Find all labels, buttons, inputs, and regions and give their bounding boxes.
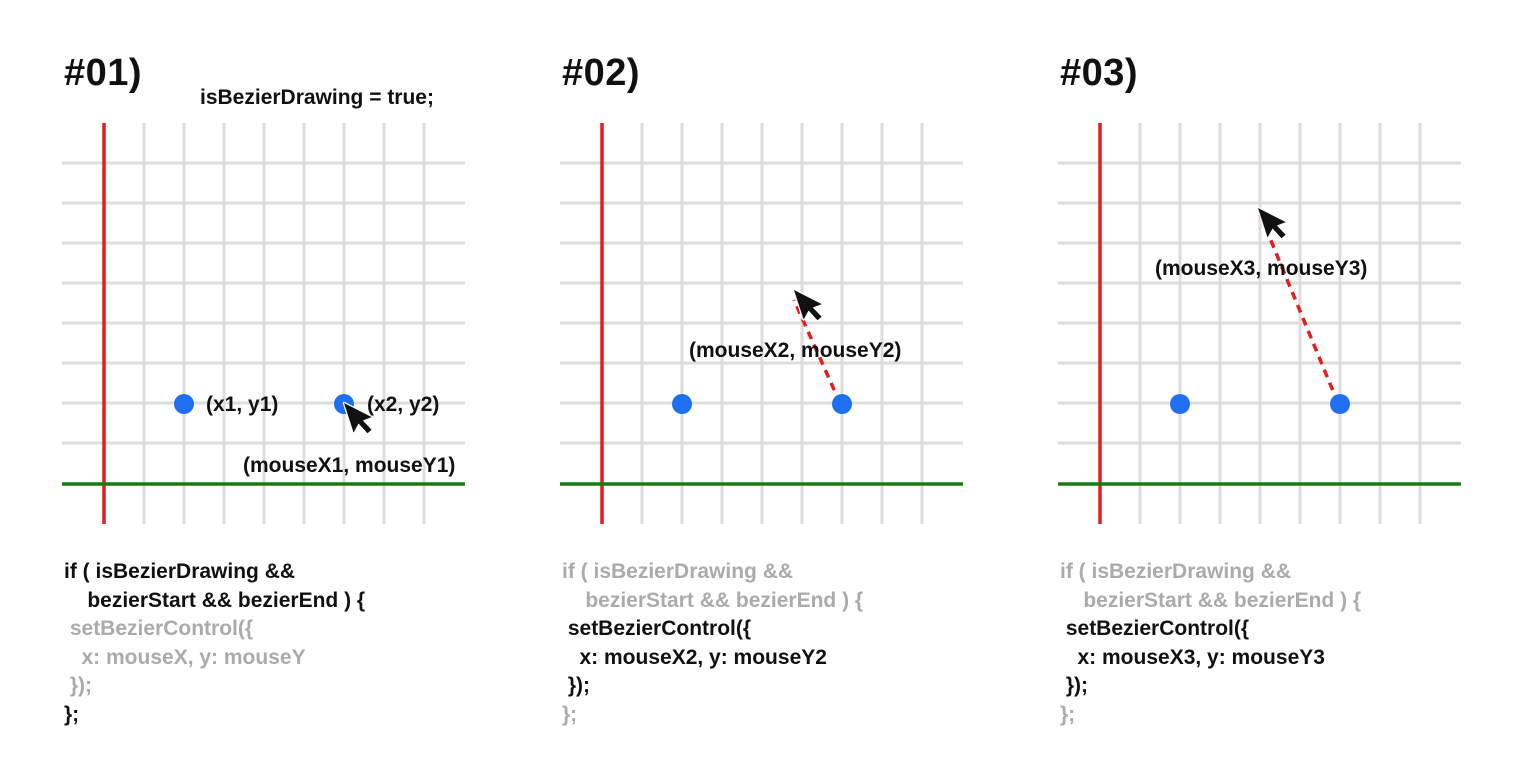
mouse-position-label: (mouseX1, mouseY1): [243, 454, 456, 477]
control-guide-line: [1258, 213, 1340, 404]
code-line: if ( isBezierDrawing &&: [562, 560, 794, 583]
code-line: bezierStart && bezierEnd ) {: [1060, 588, 1362, 612]
code-line: setBezierControl({: [64, 617, 254, 640]
step-panel-2: #02) (mouseX2, mouseY2) if ( isBezierDra…: [558, 0, 978, 774]
code-line: x: mouseX3, y: mouseY3: [1060, 645, 1325, 669]
code-line: if ( isBezierDrawing &&: [1060, 560, 1292, 583]
code-line: };: [562, 702, 578, 726]
end-point-label: (x2, y2): [367, 393, 440, 416]
mouse-position-label: (mouseX3, mouseY3): [1155, 257, 1368, 280]
code-line: setBezierControl({: [562, 617, 752, 640]
start-point-label: (x1, y1): [206, 393, 279, 416]
step-title: #01): [64, 52, 143, 94]
code-line: bezierStart && bezierEnd ) {: [64, 588, 366, 612]
code-line: });: [64, 674, 92, 697]
code-line: x: mouseX, y: mouseY: [64, 645, 306, 669]
step-title: #03): [1060, 52, 1139, 94]
code-snippet: if ( isBezierDrawing && bezierStart && b…: [64, 558, 365, 729]
grid-canvas: [62, 123, 465, 524]
grid-canvas: [560, 123, 963, 524]
gridlines: [1058, 123, 1461, 524]
code-line: };: [64, 702, 80, 726]
mouse-cursor-icon: [342, 401, 373, 435]
code-line: x: mouseX2, y: mouseY2: [562, 645, 827, 669]
step-panel-1: #01) isBezierDrawing = true; (x1, y1) (x…: [60, 0, 480, 774]
code-line: });: [1060, 674, 1088, 697]
code-line: setBezierControl({: [1060, 617, 1250, 640]
bezier-start-point: [672, 394, 692, 414]
gridlines: [560, 123, 963, 524]
grid-canvas: [1058, 123, 1461, 524]
bezier-start-point: [1170, 394, 1190, 414]
mouse-cursor-icon: [792, 288, 823, 322]
code-snippet: if ( isBezierDrawing && bezierStart && b…: [1060, 558, 1361, 729]
code-snippet: if ( isBezierDrawing && bezierStart && b…: [562, 558, 863, 729]
code-line: });: [562, 674, 590, 697]
state-note: isBezierDrawing = true;: [200, 86, 434, 109]
bezier-start-point: [174, 394, 194, 414]
code-line: bezierStart && bezierEnd ) {: [562, 588, 864, 612]
bezier-end-point: [832, 394, 852, 414]
code-line: };: [1060, 702, 1076, 726]
step-panel-3: #03) (mouseX3, mouseY3) if ( isBezierDra…: [1056, 0, 1476, 774]
control-guide-line: [792, 299, 842, 404]
bezier-end-point: [1330, 394, 1350, 414]
mouse-cursor-icon: [1256, 206, 1287, 240]
code-line: if ( isBezierDrawing &&: [64, 560, 296, 583]
step-title: #02): [562, 52, 641, 94]
mouse-position-label: (mouseX2, mouseY2): [689, 339, 902, 362]
